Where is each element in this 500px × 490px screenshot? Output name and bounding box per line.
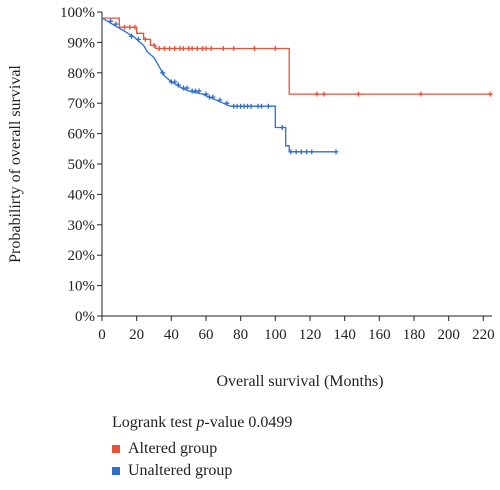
censor-mark-unaltered — [160, 70, 166, 76]
legend-item-unaltered: Unaltered group — [112, 460, 292, 482]
censor-mark-altered — [167, 45, 173, 51]
censor-mark-altered — [487, 91, 493, 97]
x-tick-label: 80 — [233, 327, 248, 343]
x-tick-label: 40 — [164, 327, 179, 343]
censor-mark-altered — [252, 45, 258, 51]
censor-mark-altered — [208, 45, 214, 51]
y-tick-label: 90% — [68, 35, 96, 51]
censor-mark-altered — [122, 24, 128, 30]
y-tick-label: 20% — [68, 248, 96, 264]
x-tick-label: 60 — [199, 327, 214, 343]
censor-mark-altered — [194, 45, 200, 51]
censor-mark-unaltered — [175, 82, 181, 88]
censor-mark-unaltered — [309, 149, 315, 155]
series-line-unaltered — [101, 17, 336, 153]
censor-mark-unaltered — [172, 79, 178, 85]
survival-chart: 0% 10% 20% 30% 40% 50% 60% 70% 80% 90% 100% 0 20 40 60… — [7, 5, 495, 390]
x-axis-title: Overall survival (Months) — [216, 373, 383, 390]
censor-mark-unaltered — [108, 18, 114, 24]
plot-area — [101, 17, 493, 155]
censor-mark-altered — [321, 91, 327, 97]
legend-swatch-unaltered — [112, 467, 120, 475]
censor-mark-unaltered — [288, 149, 294, 155]
axes: 0% 10% 20% 30% 40% 50% 60% 70% 80% 90% 100% 0 20 40 60… — [60, 5, 495, 343]
series-line-altered — [102, 17, 492, 95]
y-tick-label: 70% — [68, 96, 96, 112]
censor-mark-unaltered — [224, 100, 230, 106]
censor-mark-altered — [127, 24, 133, 30]
y-axis-title: Probabilirty of overall survival — [7, 65, 24, 263]
legend-item-altered: Altered group — [112, 438, 292, 460]
censor-mark-altered — [231, 45, 237, 51]
censor-mark-altered — [172, 45, 178, 51]
censor-mark-altered — [314, 91, 320, 97]
censor-mark-unaltered — [298, 149, 304, 155]
logrank-p: p — [196, 414, 205, 431]
censor-mark-altered — [161, 45, 167, 51]
legend-label-altered: Altered group — [128, 440, 218, 457]
censor-mark-unaltered — [265, 103, 271, 109]
censor-mark-altered — [132, 24, 138, 30]
censor-mark-altered — [203, 45, 209, 51]
legend-label-unaltered: Unaltered group — [128, 462, 233, 479]
censor-mark-altered — [272, 45, 278, 51]
x-tick-label: 200 — [437, 327, 460, 343]
censor-mark-altered — [220, 45, 226, 51]
censor-mark-unaltered — [113, 21, 119, 27]
x-tick-label: 0 — [98, 327, 106, 343]
y-tick-label: 0% — [75, 309, 95, 325]
censor-mark-altered — [356, 91, 362, 97]
censor-mark-unaltered — [248, 103, 254, 109]
y-tick-label: 60% — [68, 127, 96, 143]
logrank-prefix: Logrank test — [112, 414, 197, 431]
censor-mark-altered — [142, 36, 148, 42]
censor-mark-unaltered — [128, 33, 134, 39]
y-tick-label: 30% — [68, 218, 96, 234]
censor-mark-altered — [189, 45, 195, 51]
censor-mark-unaltered — [333, 149, 339, 155]
y-tick-label: 40% — [68, 187, 96, 203]
y-tick-label: 50% — [68, 157, 96, 173]
censor-mark-unaltered — [258, 103, 264, 109]
x-tick-label: 180 — [403, 327, 426, 343]
x-tick-label: 20 — [129, 327, 144, 343]
x-tick-label: 140 — [333, 327, 356, 343]
logrank-suffix: -value 0.0499 — [204, 414, 293, 431]
censor-mark-unaltered — [135, 36, 141, 42]
censor-mark-unaltered — [184, 85, 190, 91]
censor-mark-unaltered — [279, 125, 285, 131]
x-tick-label: 100 — [264, 327, 287, 343]
censor-mark-unaltered — [203, 91, 209, 97]
legend-swatch-altered — [112, 445, 120, 453]
censor-mark-altered — [151, 42, 157, 48]
censor-mark-unaltered — [196, 88, 202, 94]
legend: Logrank test p-value 0.0499 Altered grou… — [112, 412, 292, 482]
censor-mark-unaltered — [217, 97, 223, 103]
logrank-annotation: Logrank test p-value 0.0499 — [112, 412, 292, 434]
y-tick-label: 80% — [68, 66, 96, 82]
x-tick-label: 160 — [368, 327, 391, 343]
censor-mark-unaltered — [210, 94, 216, 100]
censor-mark-unaltered — [304, 149, 310, 155]
x-tick-label: 120 — [299, 327, 322, 343]
x-tick-label: 220 — [472, 327, 495, 343]
y-tick-label: 100% — [60, 5, 95, 21]
censor-mark-unaltered — [293, 149, 299, 155]
censor-mark-altered — [418, 91, 424, 97]
y-tick-label: 10% — [68, 279, 96, 295]
censor-mark-altered — [156, 45, 162, 51]
censor-mark-altered — [180, 45, 186, 51]
